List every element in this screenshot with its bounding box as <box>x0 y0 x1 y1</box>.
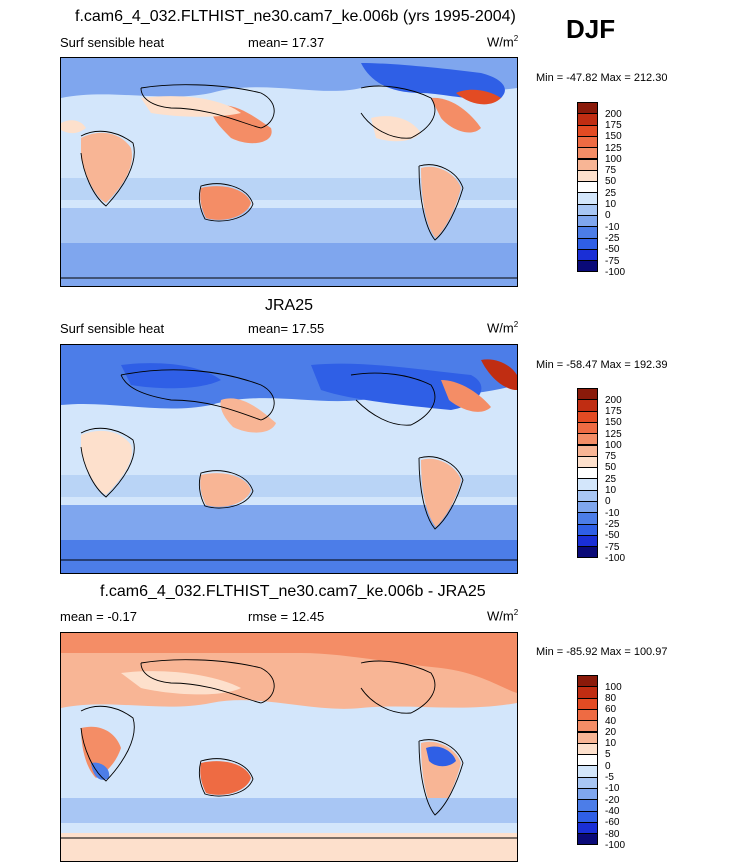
colorbar-tick-label: 100 <box>605 153 622 165</box>
panel2-minmax: Min = -58.47 Max = 192.39 <box>536 359 668 371</box>
colorbar-tick-label: 10 <box>605 738 617 750</box>
colorbar-tick-label: -25 <box>605 232 620 244</box>
panel3-map <box>60 632 518 862</box>
colorbar-tick-label: 100 <box>605 439 622 451</box>
panel2-units-label: W/m2 <box>487 320 518 335</box>
panel3-title: f.cam6_4_032.FLTHIST_ne30.cam7_ke.006b -… <box>100 583 486 600</box>
colorbar-tick-label: -5 <box>605 772 614 784</box>
colorbar-tick-label: 100 <box>605 681 622 693</box>
units-text: W/m <box>487 320 514 336</box>
season-label: DJF <box>566 14 616 44</box>
panel2-map-svg <box>61 345 517 573</box>
colorbar-tick-label: -20 <box>605 794 620 806</box>
colorbar-tick-label: 200 <box>605 108 622 120</box>
units-text: W/m <box>487 608 514 624</box>
units-superscript: 2 <box>513 608 519 617</box>
colorbar-tick-label: 5 <box>605 749 611 761</box>
panel1-minmax: Min = -47.82 Max = 212.30 <box>536 72 668 84</box>
colorbar-tick-label: 50 <box>605 176 617 188</box>
colorbar-tick-label: -100 <box>605 839 626 851</box>
colorbar-tick-label: -50 <box>605 530 620 542</box>
colorbar-tick-label: -25 <box>605 518 620 530</box>
panel1-map <box>60 57 518 287</box>
panel3-map-svg <box>61 633 517 861</box>
colorbar-tick-label: 175 <box>605 119 622 131</box>
colorbar-tick-label: 60 <box>605 704 617 716</box>
colorbar-tick-label: 0 <box>605 760 611 772</box>
panel2-map <box>60 344 518 574</box>
colorbar-tick-label: -75 <box>605 541 620 553</box>
colorbar-tick-label: 80 <box>605 692 617 704</box>
panel1-mean-label: mean= 17.37 <box>248 35 325 50</box>
panel2-colorbar: 200 175 150 125 100 75 50 25 10 0 -10 -25 -50 -75 -100 <box>577 388 637 568</box>
panel3-mean-label: mean = -0.17 <box>60 609 137 624</box>
colorbar-tick-label: -10 <box>605 783 620 795</box>
colorbar-tick-label: 0 <box>605 210 611 222</box>
colorbar-tick-label: -50 <box>605 244 620 256</box>
panel2-mean-label: mean= 17.55 <box>248 321 325 336</box>
colorbar-tick-label: -80 <box>605 828 620 840</box>
units-text: W/m <box>487 34 514 50</box>
panel1-colorbar: 200 175 150 125 100 75 50 25 10 0 -10 -25 -50 -75 -100 <box>577 102 637 282</box>
colorbar-swatch <box>577 833 598 846</box>
colorbar-tick-label: 0 <box>605 496 611 508</box>
colorbar-tick-label: -10 <box>605 507 620 519</box>
colorbar-tick-label: 75 <box>605 451 617 463</box>
panel2-variable-label: Surf sensible heat <box>60 321 165 336</box>
colorbar-tick-label: 150 <box>605 131 622 143</box>
panel1-variable-label: Surf sensible heat <box>60 35 165 50</box>
colorbar-tick-label: 40 <box>605 715 617 727</box>
colorbar-tick-label: -10 <box>605 221 620 233</box>
units-superscript: 2 <box>513 34 519 43</box>
colorbar-tick-label: 10 <box>605 199 617 211</box>
colorbar-swatch <box>577 546 598 559</box>
colorbar-tick-label: 25 <box>605 473 617 485</box>
colorbar-tick-label: -60 <box>605 817 620 829</box>
colorbar-tick-label: 125 <box>605 428 622 440</box>
colorbar-tick-label: -75 <box>605 255 620 267</box>
colorbar-tick-label: 50 <box>605 462 617 474</box>
panel3-minmax: Min = -85.92 Max = 100.97 <box>536 646 668 658</box>
colorbar-tick-label: 25 <box>605 187 617 199</box>
colorbar-tick-label: 200 <box>605 394 622 406</box>
page-title: f.cam6_4_032.FLTHIST_ne30.cam7_ke.006b (… <box>75 8 516 25</box>
units-superscript: 2 <box>513 320 519 329</box>
panel3-units-label: W/m2 <box>487 608 518 623</box>
panel3-colorbar: 100 80 60 40 20 10 5 0 -5 -10 -20 -40 -60 -80 -100 <box>577 675 637 855</box>
colorbar-tick-label: 150 <box>605 417 622 429</box>
colorbar-tick-label: -100 <box>605 552 626 564</box>
panel1-map-svg <box>61 58 517 286</box>
panel2-title: JRA25 <box>265 297 314 314</box>
colorbar-swatch <box>577 260 598 273</box>
colorbar-tick-label: -40 <box>605 805 620 817</box>
panel3-rmse-label: rmse = 12.45 <box>248 609 325 624</box>
colorbar-tick-label: 75 <box>605 165 617 177</box>
colorbar-tick-label: 175 <box>605 405 622 417</box>
colorbar-tick-label: 10 <box>605 485 617 497</box>
colorbar-tick-label: 20 <box>605 726 617 738</box>
colorbar-tick-label: 125 <box>605 142 622 154</box>
colorbar-tick-label: -100 <box>605 266 626 278</box>
panel1-units-label: W/m2 <box>487 34 518 49</box>
